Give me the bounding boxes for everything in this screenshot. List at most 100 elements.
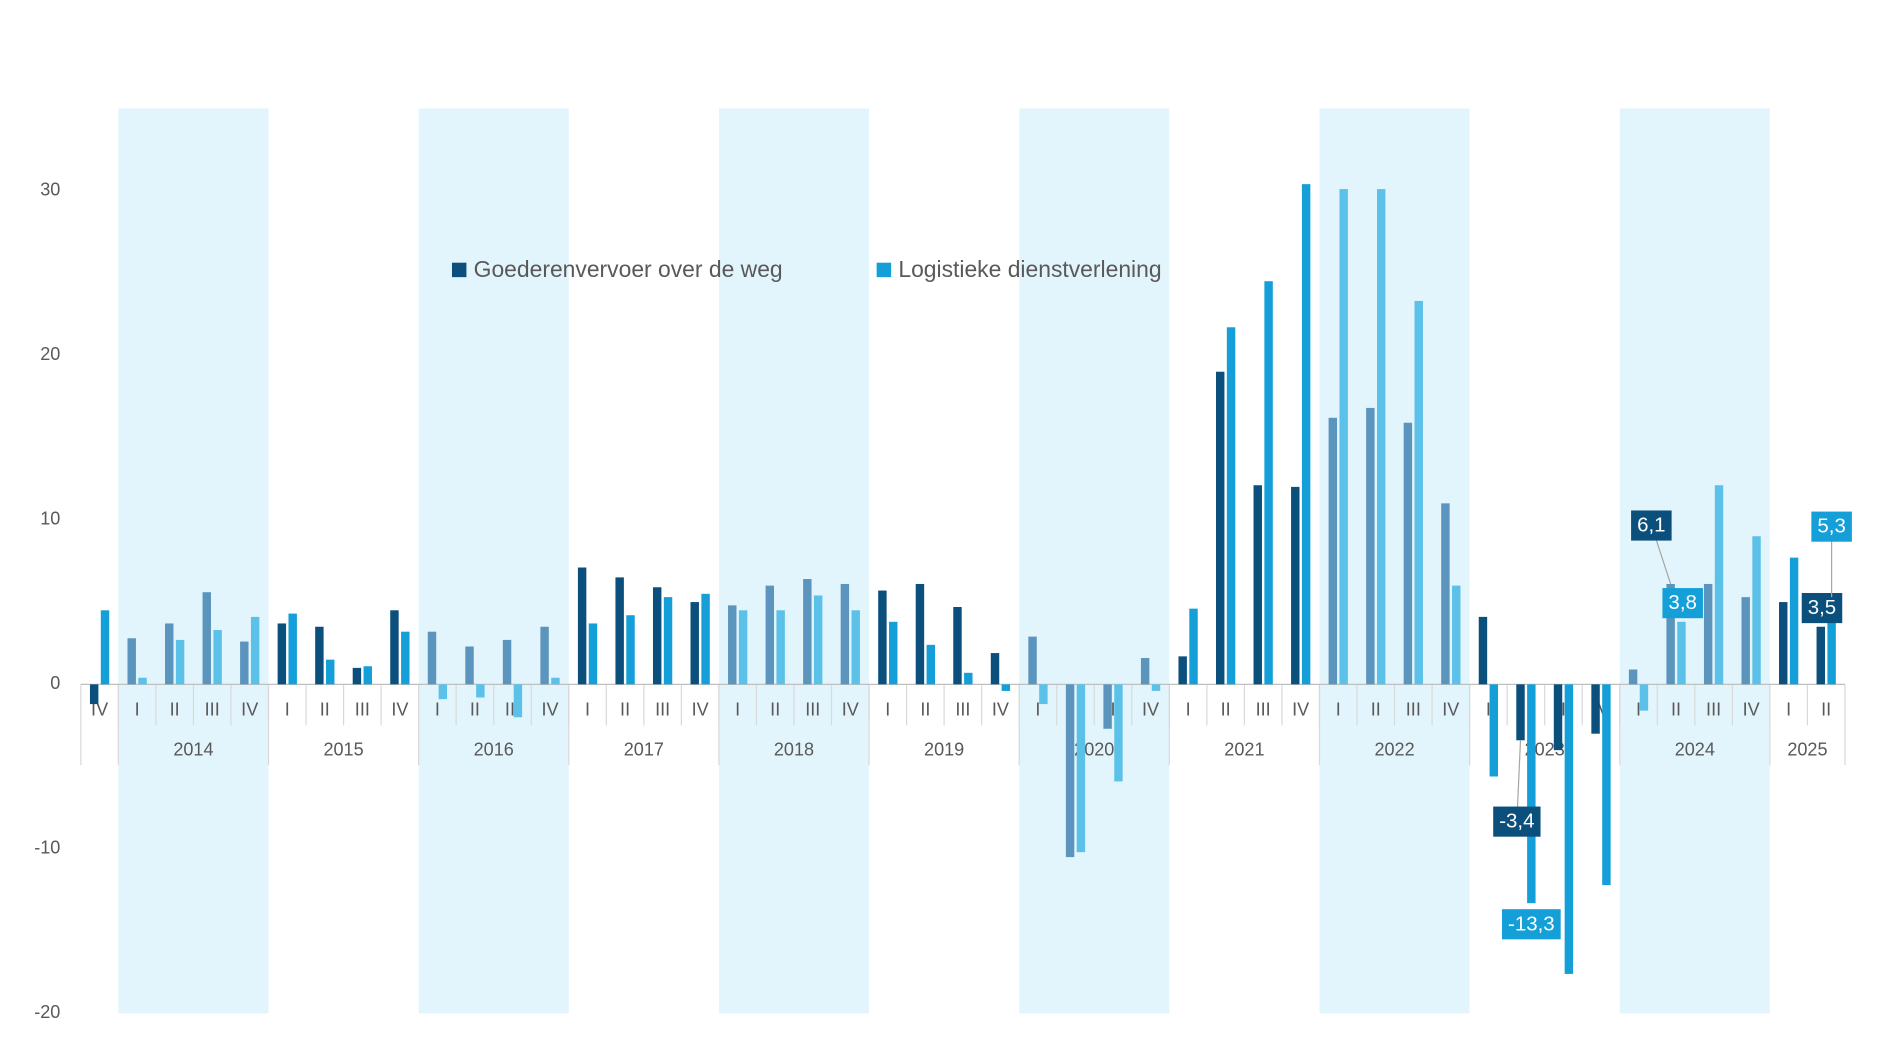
data-label-box [1631,510,1672,541]
bar [813,595,823,685]
bar [1140,658,1150,685]
x-tick-label: II [1371,700,1381,720]
x-tick-label: I [585,700,590,720]
bar [1114,684,1123,782]
bar [100,610,110,685]
bar [851,610,860,685]
bar [1301,184,1311,685]
bar [89,684,99,705]
bar [1291,486,1300,685]
x-tick-label: IV [91,700,108,720]
bar [427,631,437,685]
bar [138,677,147,685]
bar [240,641,249,685]
y-tick-label: -10 [34,838,60,858]
bar [1714,485,1724,685]
bar [1215,371,1225,685]
bar [803,579,812,685]
x-tick-label: I [1486,700,1491,720]
x-tick-label: III [355,700,370,720]
bar [250,616,260,685]
bar [588,623,598,685]
bar [1666,583,1675,685]
bar [953,607,962,685]
bar [438,684,448,700]
bar [476,684,485,698]
bar [1076,684,1086,853]
bar [626,615,635,685]
x-tick-label: III [955,700,970,720]
data-label-text: -3,4 [1499,810,1534,833]
year-label: 2017 [624,739,664,759]
x-tick-label: II [470,700,480,720]
bar [202,592,211,685]
bar [1639,684,1649,711]
bar [1178,656,1187,685]
bar [390,610,399,685]
bar [615,577,624,685]
bar [776,610,785,685]
bar [1816,626,1825,685]
bar [728,605,737,685]
x-tick-label: IV [1292,700,1309,720]
data-label-box [1662,588,1703,619]
bar [990,653,1000,685]
x-tick-label: IV [241,700,258,720]
data-label: 6,1 [1631,510,1672,541]
bar [127,638,136,685]
bar [663,597,673,685]
bar [277,623,287,685]
data-label-box [1801,593,1843,624]
bar [1752,536,1761,685]
year-label: 2025 [1787,739,1827,759]
bar [701,593,710,685]
bar [288,613,297,685]
data-label-box [1493,806,1541,837]
bar [502,639,512,685]
data-label-text: 3,5 [1808,596,1836,619]
bar [1226,327,1236,685]
bar [840,583,850,685]
x-tick-label: I [735,700,740,720]
y-tick-label: -20 [34,1002,60,1022]
bar [964,672,973,685]
data-label-text: 5,3 [1817,515,1845,538]
bar [551,677,560,685]
year-label: 2021 [1224,739,1264,759]
y-tick-label: 30 [40,179,60,199]
bar [1403,422,1413,685]
x-tick-label: II [620,700,630,720]
x-tick-label: III [205,700,220,720]
bar [540,626,549,685]
bar [1789,557,1799,685]
x-tick-label: IV [541,700,558,720]
year-label: 2019 [924,739,964,759]
year-label: 2015 [323,739,363,759]
data-label-text: 3,8 [1668,591,1696,614]
x-tick-label: I [1035,700,1040,720]
x-tick-label: IV [1142,700,1159,720]
bar [1516,684,1525,741]
data-label-text: -13,3 [1508,912,1555,935]
x-tick-label: III [655,700,670,720]
bar [1628,669,1638,685]
bar [1339,189,1348,685]
x-tick-label: I [1786,700,1791,720]
bar [1376,189,1386,685]
bar [1527,684,1536,904]
bar [878,590,887,685]
year-band [718,108,870,1014]
bar [738,610,748,685]
x-tick-label: IV [1743,700,1760,720]
bar [513,684,523,718]
year-band [1619,108,1770,1014]
bar [915,583,925,685]
x-tick-label: I [1336,700,1341,720]
bar [465,646,474,685]
bar [1366,407,1375,685]
y-tick-label: 0 [50,673,60,693]
bar [1779,602,1788,685]
x-tick-label: I [285,700,290,720]
